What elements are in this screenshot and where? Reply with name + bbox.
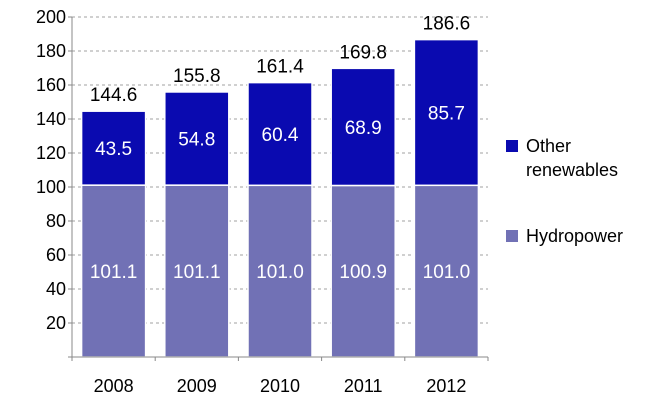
y-tick-label-100: 100 — [36, 177, 66, 197]
y-tick-label-80: 80 — [46, 211, 66, 231]
legend-label-other-line2: renewables — [526, 160, 619, 180]
bar-hydropower-2008 — [80, 184, 147, 358]
legend-swatch-other-renewables — [506, 140, 518, 152]
x-tick-label-2008: 2008 — [94, 376, 134, 396]
data-label-hydropower-2011: 100.9 — [339, 262, 387, 283]
bar-other-renewables-2012 — [413, 38, 480, 187]
legend-item-other-renewables: Other renewables — [506, 134, 666, 182]
data-label-hydropower-2008: 101.1 — [90, 262, 138, 283]
y-tick-label-180: 180 — [36, 41, 66, 61]
legend-label-other-line1: Other — [526, 136, 572, 156]
y-tick-label-120: 120 — [36, 143, 66, 163]
data-label-hydropower-2009: 101.1 — [173, 262, 221, 283]
data-label-other-renewables-2012: 85.7 — [428, 103, 465, 124]
x-tick-label-2012: 2012 — [426, 376, 466, 396]
data-label-other-renewables-2011: 68.9 — [345, 118, 382, 139]
data-label-hydropower-2012: 101.0 — [423, 262, 471, 283]
total-label-2008: 144.6 — [90, 85, 138, 106]
y-tick-label-140: 140 — [36, 109, 66, 129]
bar-other-renewables-2011 — [330, 67, 396, 187]
legend-label-hydropower: Hydropower — [526, 226, 624, 246]
legend-swatch-hydropower — [506, 230, 518, 242]
y-tick-label-40: 40 — [46, 279, 66, 299]
total-label-2011: 169.8 — [339, 42, 387, 63]
data-label-other-renewables-2010: 60.4 — [262, 125, 299, 146]
labels: 20 40 60 80 100 120 140 160 180 200 101.1 43.5 144.6… — [36, 7, 470, 396]
y-tick-label-200: 200 — [36, 7, 66, 27]
y-tick-label-60: 60 — [46, 245, 66, 265]
legend-item-hydropower: Hydropower — [506, 224, 666, 248]
y-tick-label-20: 20 — [46, 313, 66, 333]
bar-other-renewables-2008 — [80, 110, 147, 186]
axes — [68, 16, 489, 361]
total-label-2010: 161.4 — [256, 57, 304, 78]
data-label-hydropower-2010: 101.0 — [256, 262, 304, 283]
total-label-2009: 155.8 — [173, 66, 221, 87]
y-tick-label-160: 160 — [36, 75, 66, 95]
bars — [80, 38, 480, 358]
data-label-other-renewables-2009: 54.8 — [178, 130, 215, 151]
bar-other-renewables-2010 — [247, 81, 313, 187]
total-label-2012: 186.6 — [423, 14, 471, 35]
legend: Other renewables Hydropower — [506, 134, 666, 248]
data-label-other-renewables-2008: 43.5 — [95, 139, 132, 160]
x-tick-label-2010: 2010 — [260, 376, 300, 396]
x-tick-label-2011: 2011 — [344, 376, 383, 396]
bar-other-renewables-2009 — [164, 91, 230, 186]
x-tick-label-2009: 2009 — [177, 376, 217, 396]
